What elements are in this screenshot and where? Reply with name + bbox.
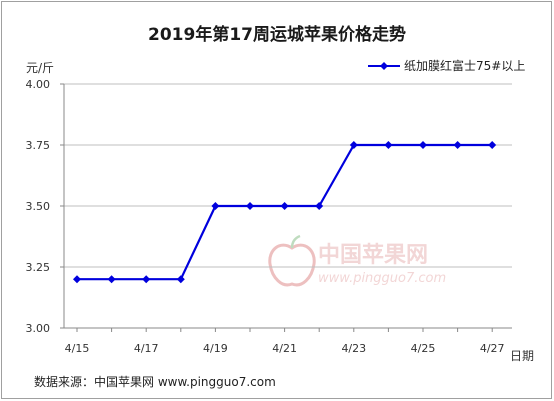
x-tick-label: 4/15 bbox=[65, 342, 90, 355]
apple-logo-icon bbox=[268, 234, 316, 287]
grid bbox=[64, 83, 512, 268]
watermark: 中国苹果网 www.pingguo7.com bbox=[268, 234, 446, 287]
source-note: 数据来源：中国苹果网 www.pingguo7.com bbox=[34, 374, 276, 389]
data-point bbox=[142, 275, 151, 284]
legend: 纸加膜红富士75#以上 bbox=[368, 58, 525, 73]
y-tick-label: 3.50 bbox=[26, 200, 51, 213]
data-point bbox=[280, 202, 289, 210]
y-ticks: 3.00 3.25 3.50 3.75 4.00 bbox=[26, 78, 64, 335]
data-point bbox=[384, 141, 393, 149]
y-tick-label: 3.00 bbox=[26, 322, 51, 335]
x-ticks: 4/15 4/17 4/19 4/21 4/23 4/25 4/27 bbox=[65, 328, 505, 355]
x-tick-label: 4/17 bbox=[134, 342, 159, 355]
chart-title: 2019年第17周运城苹果价格走势 bbox=[148, 24, 406, 45]
x-tick-label: 4/25 bbox=[411, 342, 436, 355]
y-axis-label: 元/斤 bbox=[26, 61, 54, 75]
data-point bbox=[419, 141, 427, 149]
data-point bbox=[315, 202, 324, 210]
data-point bbox=[488, 141, 497, 149]
data-point bbox=[349, 141, 358, 149]
data-point bbox=[453, 141, 462, 149]
y-tick-label: 3.25 bbox=[26, 261, 51, 274]
series-line bbox=[77, 143, 493, 281]
x-tick-label: 4/23 bbox=[341, 342, 366, 355]
x-axis-label: 日期 bbox=[510, 349, 534, 363]
watermark-name: 中国苹果网 bbox=[318, 243, 428, 268]
x-tick-label: 4/27 bbox=[480, 342, 505, 355]
x-tick-label: 4/21 bbox=[272, 342, 297, 355]
x-tick-label: 4/19 bbox=[203, 342, 228, 355]
data-point bbox=[73, 275, 81, 284]
legend-label: 纸加膜红富士75#以上 bbox=[404, 58, 525, 73]
watermark-url: www.pingguo7.com bbox=[318, 271, 446, 286]
y-tick-label: 4.00 bbox=[26, 78, 51, 91]
legend-marker bbox=[380, 62, 388, 70]
data-point bbox=[211, 202, 220, 210]
data-point bbox=[176, 275, 185, 284]
data-point bbox=[246, 202, 254, 210]
y-tick-label: 3.75 bbox=[26, 139, 51, 152]
series-group bbox=[73, 141, 497, 284]
data-point bbox=[107, 275, 116, 284]
